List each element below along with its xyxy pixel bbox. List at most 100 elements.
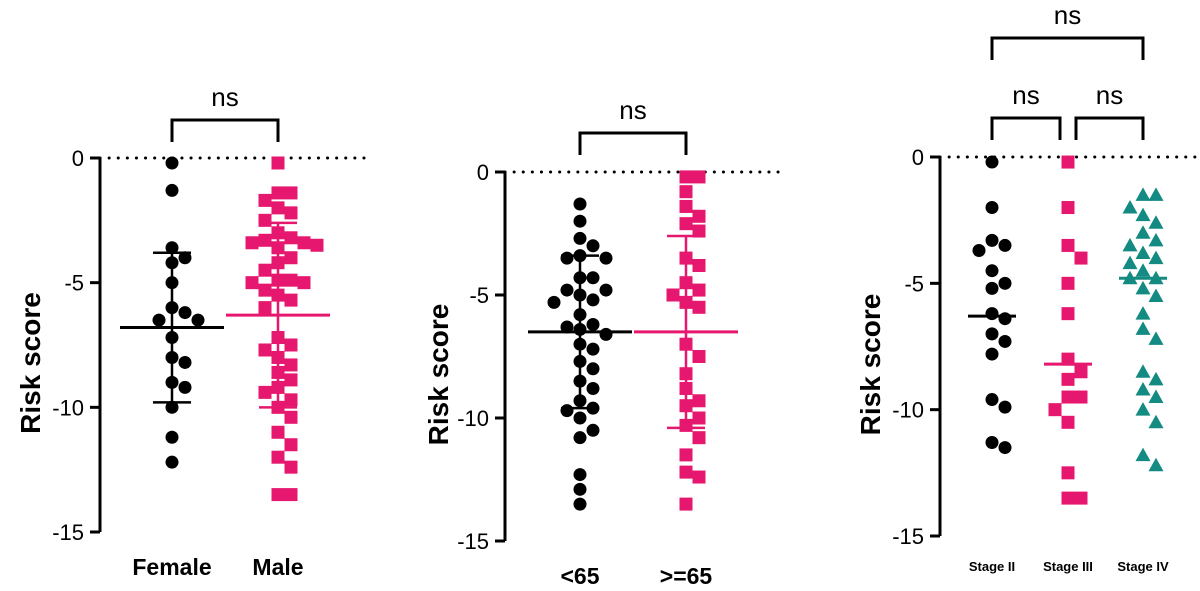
data-point [271, 450, 285, 464]
data-point [258, 233, 272, 247]
data-point [165, 156, 179, 170]
data-point [679, 199, 693, 213]
data-point [985, 155, 999, 169]
data-point [679, 170, 693, 184]
data-point [985, 327, 999, 341]
data-point [165, 375, 179, 389]
y-tick-label: 0 [912, 145, 924, 170]
data-point [692, 470, 706, 484]
data-point [1148, 270, 1164, 285]
data-point [573, 497, 587, 511]
data-point [560, 320, 574, 334]
y-axis-label: Risk score [423, 304, 454, 446]
data-point [985, 201, 999, 215]
data-point [1135, 402, 1151, 416]
data-point [573, 431, 587, 445]
data-point [679, 399, 693, 413]
y-tick-label: -5 [64, 271, 84, 296]
data-point [1135, 225, 1151, 239]
data-point [245, 236, 259, 250]
data-point [679, 251, 693, 265]
x-category-label: Female [132, 554, 211, 580]
x-category-label: <65 [560, 563, 599, 589]
data-point [258, 263, 272, 277]
data-point [178, 380, 192, 394]
data-point [560, 404, 574, 418]
data-point [985, 347, 999, 361]
data-point [284, 393, 298, 407]
data-point [998, 441, 1012, 455]
data-point [271, 226, 285, 240]
data-point [972, 243, 986, 257]
y-tick-label: -5 [904, 271, 924, 296]
data-point [985, 436, 999, 450]
data-point [1135, 207, 1151, 222]
y-tick-label: 0 [477, 160, 489, 185]
data-point [1061, 238, 1075, 252]
data-point [1148, 389, 1164, 404]
data-point [1061, 307, 1075, 321]
data-point [1122, 255, 1138, 270]
data-point [586, 401, 600, 415]
data-point [245, 276, 259, 290]
data-point [1122, 237, 1138, 252]
data-point [599, 251, 613, 265]
data-point [1135, 381, 1151, 396]
data-point [1061, 390, 1075, 404]
data-point [1148, 331, 1164, 345]
data-point [586, 362, 600, 376]
data-point [1074, 491, 1088, 505]
series-2 [226, 156, 330, 502]
data-point [284, 358, 298, 372]
data-point [284, 438, 298, 452]
data-point [271, 425, 285, 439]
data-point [271, 488, 285, 502]
data-point [560, 251, 574, 265]
data-point [178, 355, 192, 369]
chart-panel-2: 0 -5 -10 -15 Risk score <65 >=65 ns [423, 95, 782, 589]
data-point [284, 293, 298, 307]
data-point [998, 276, 1012, 290]
significance-bracket [1074, 116, 1145, 140]
data-point [1061, 466, 1075, 480]
data-point [284, 273, 298, 287]
chart-panel-1: 0 -5 -10 -15 Risk score Female Male ns [15, 82, 367, 580]
data-point [679, 337, 693, 351]
y-tick-label: 0 [72, 146, 84, 171]
y-tick-label: -15 [457, 529, 489, 554]
data-point [271, 156, 285, 170]
data-point [573, 308, 587, 322]
data-point [692, 283, 706, 297]
data-point [1148, 232, 1164, 247]
data-point [599, 327, 613, 341]
data-point [1061, 415, 1075, 429]
data-point [271, 201, 285, 215]
data-point [679, 185, 693, 199]
data-point [284, 460, 298, 474]
data-point [573, 337, 587, 351]
data-point [573, 468, 587, 482]
significance-bracket [990, 36, 1145, 60]
data-point [679, 295, 693, 309]
data-point [284, 251, 298, 265]
data-point [599, 283, 613, 297]
data-point [165, 301, 179, 315]
data-point [271, 350, 285, 364]
data-point [586, 381, 600, 395]
data-point [573, 271, 587, 285]
data-point [258, 301, 272, 315]
series-1 [120, 156, 224, 469]
data-point [573, 214, 587, 228]
data-point [258, 343, 272, 357]
data-point [692, 209, 706, 223]
data-point [985, 264, 999, 278]
data-point [152, 313, 166, 327]
data-point [679, 381, 693, 395]
data-point [178, 306, 192, 320]
y-tick-label: -15 [52, 520, 84, 545]
data-point [1061, 352, 1075, 366]
data-point [284, 338, 298, 352]
data-point [310, 238, 324, 252]
data-point [1135, 447, 1151, 462]
